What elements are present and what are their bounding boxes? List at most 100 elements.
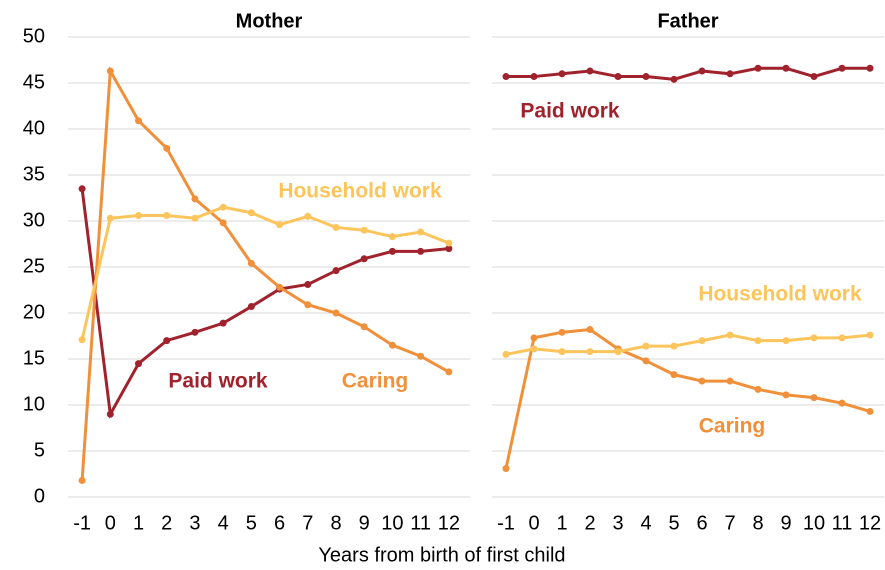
data-point (163, 337, 171, 345)
series-label: Household work (278, 180, 442, 203)
x-tick-label: 0 (528, 512, 539, 534)
x-tick-label: 2 (584, 512, 595, 534)
data-point (135, 117, 143, 125)
data-point (698, 377, 706, 385)
data-point (614, 73, 622, 81)
data-point (586, 348, 594, 356)
data-point (838, 64, 846, 72)
x-tick-label: 8 (752, 512, 763, 534)
data-point (782, 337, 790, 345)
y-tick-label: 5 (34, 439, 45, 461)
y-tick-label: 40 (23, 117, 45, 139)
data-point (445, 239, 453, 247)
data-point (163, 144, 171, 152)
y-tick-label: 10 (23, 393, 45, 415)
data-point (388, 233, 396, 241)
data-point (754, 385, 762, 393)
data-point (810, 73, 818, 81)
x-tick-label: 9 (780, 512, 791, 534)
x-tick-label: 4 (640, 512, 651, 534)
data-point (332, 309, 340, 317)
data-point (360, 255, 368, 263)
y-tick-label: 50 (23, 25, 45, 47)
data-point (247, 303, 255, 311)
x-tick-label: 7 (302, 512, 313, 534)
data-point (247, 209, 255, 217)
data-point (866, 331, 874, 339)
data-point (586, 326, 594, 334)
data-point (866, 64, 874, 72)
x-tick-label: 1 (556, 512, 567, 534)
y-tick-label: 45 (23, 71, 45, 93)
data-point (304, 301, 312, 309)
data-point (78, 476, 86, 484)
data-point (558, 328, 566, 336)
y-tick-label: 15 (23, 347, 45, 369)
y-tick-label: 20 (23, 301, 45, 323)
x-tick-label: 5 (246, 512, 257, 534)
data-point (726, 331, 734, 339)
data-point (642, 73, 650, 81)
y-tick-label: 25 (23, 255, 45, 277)
data-point (276, 283, 284, 291)
data-point (417, 228, 425, 236)
data-point (530, 73, 538, 81)
x-axis-label: Years from birth of first child (318, 544, 565, 566)
data-point (276, 221, 284, 229)
series-label: Caring (699, 415, 766, 438)
series-line (80, 188, 449, 419)
data-point (332, 267, 340, 275)
data-point (388, 341, 396, 349)
x-tick-label: 3 (612, 512, 623, 534)
x-tick-label: 9 (359, 512, 370, 534)
data-point (782, 391, 790, 399)
data-point (135, 211, 143, 219)
data-point (670, 371, 678, 379)
data-point (417, 352, 425, 360)
data-point (838, 399, 846, 407)
data-point (219, 219, 227, 227)
data-point (726, 70, 734, 78)
x-tick-label: 8 (330, 512, 341, 534)
data-point (106, 214, 114, 222)
series-label: Caring (342, 370, 409, 393)
data-point (782, 64, 790, 72)
series-line (506, 66, 870, 81)
x-tick-label: 11 (832, 512, 853, 534)
data-point (219, 203, 227, 211)
data-point (78, 336, 86, 344)
data-point (445, 368, 453, 376)
data-point (191, 195, 199, 203)
series-line (505, 333, 871, 356)
x-tick-label: -1 (73, 512, 91, 534)
data-point (558, 348, 566, 356)
data-point (360, 226, 368, 234)
data-point (614, 348, 622, 356)
y-tick-label: 30 (23, 209, 45, 231)
y-tick-label: 0 (34, 485, 45, 507)
data-point (670, 342, 678, 350)
data-point (106, 410, 114, 418)
x-tick-label: 12 (438, 512, 460, 534)
series-label: Household work (698, 283, 862, 306)
data-point (304, 280, 312, 288)
series-line (80, 65, 450, 481)
data-point (191, 214, 199, 222)
data-point (530, 334, 538, 342)
data-point (810, 334, 818, 342)
x-tick-label: 0 (105, 512, 116, 534)
panel-title: Mother (236, 10, 303, 32)
x-tick-label: 12 (859, 512, 881, 534)
data-point (698, 337, 706, 345)
data-point (698, 67, 706, 75)
panel-title: Father (657, 10, 718, 32)
data-point (642, 342, 650, 350)
x-tick-label: 7 (724, 512, 735, 534)
data-point (247, 259, 255, 267)
series-line (80, 205, 450, 341)
data-point (502, 464, 510, 472)
data-point (558, 70, 566, 78)
data-point (78, 185, 86, 193)
x-tick-label: 6 (696, 512, 707, 534)
data-point (866, 407, 874, 415)
